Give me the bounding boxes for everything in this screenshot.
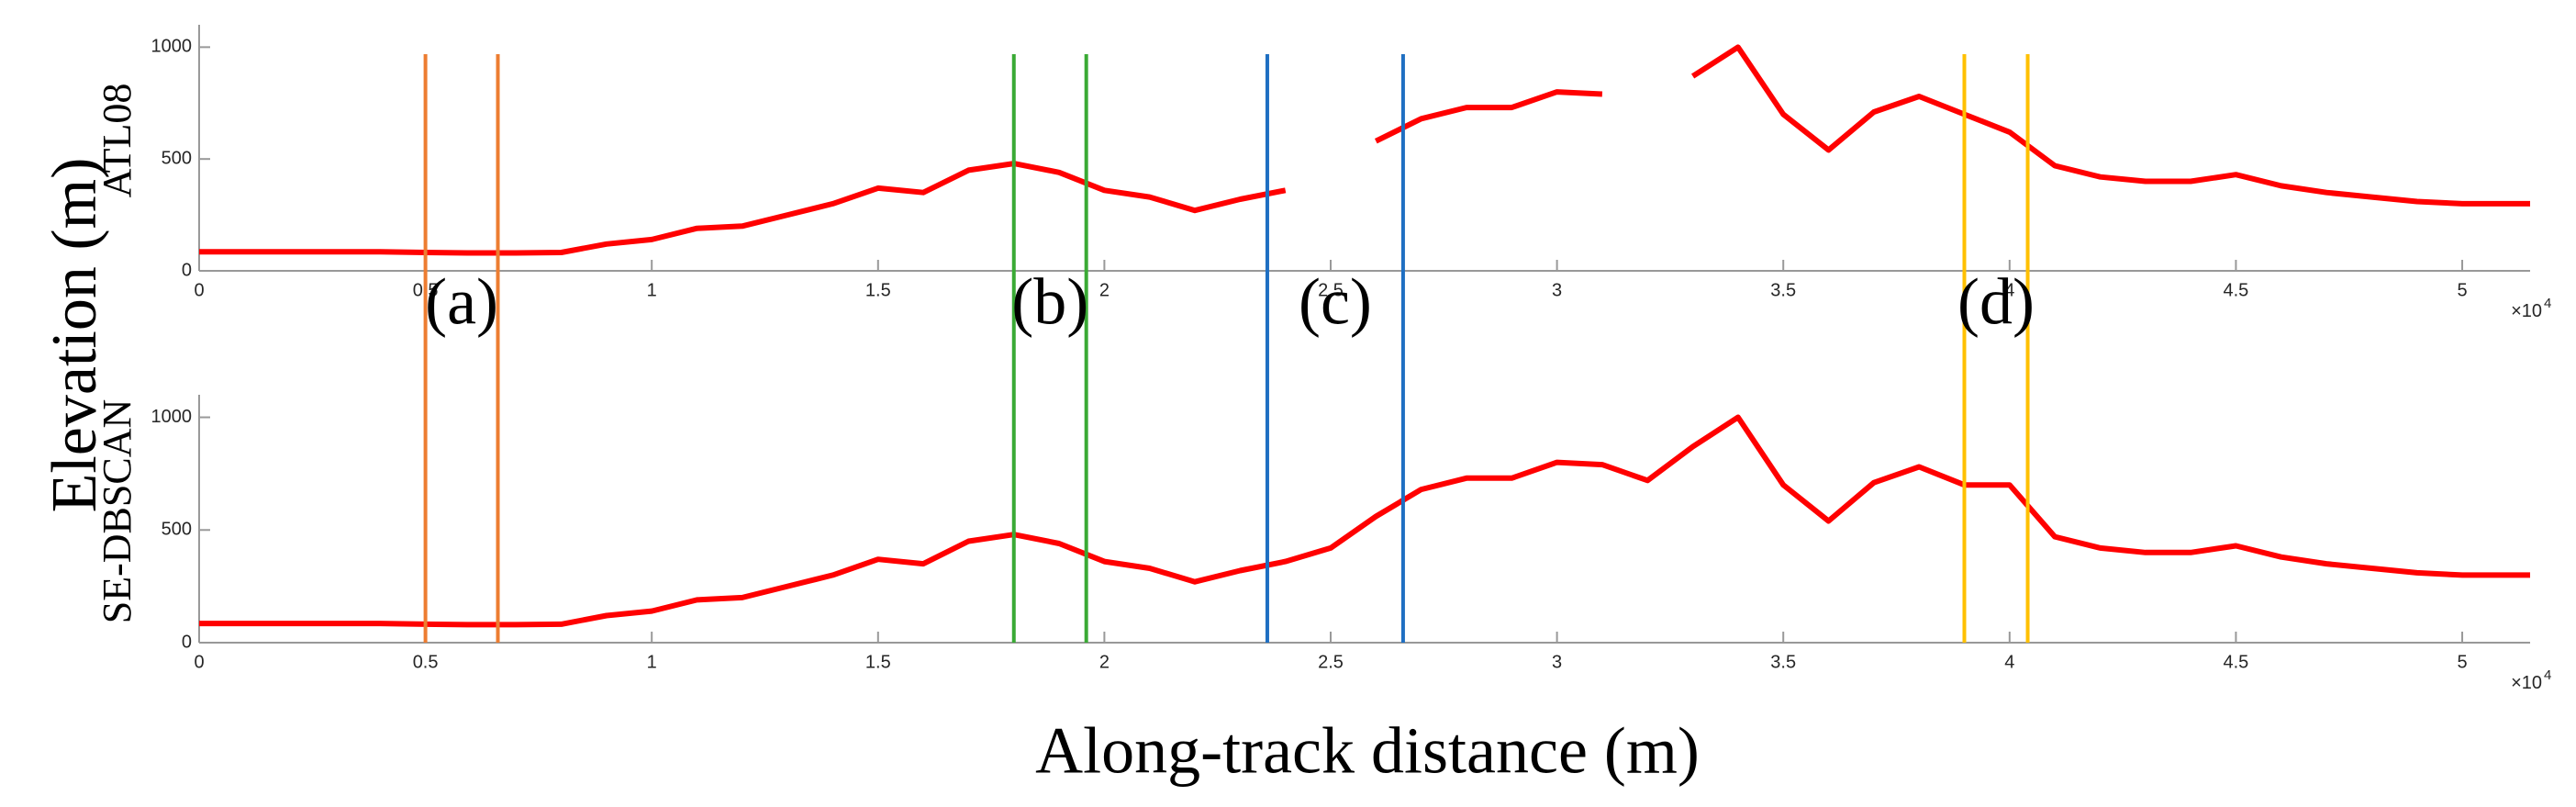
x-tick-label: 5 bbox=[2457, 280, 2467, 300]
region-label: (b) bbox=[1011, 265, 1088, 339]
panel-label: SE-DBSCAN bbox=[95, 399, 139, 624]
x-tick-label: 4.5 bbox=[2224, 652, 2249, 672]
x-tick-label: 1 bbox=[647, 652, 657, 672]
x-exponent: 4 bbox=[2544, 667, 2551, 683]
x-tick-label: 2.5 bbox=[1318, 280, 1344, 300]
x-exponent: 4 bbox=[2544, 296, 2551, 311]
x-tick-label: 0.5 bbox=[413, 652, 439, 672]
y-tick-label: 0 bbox=[182, 632, 192, 652]
x-exponent-base: ×10 bbox=[2511, 301, 2542, 321]
region-label: (c) bbox=[1299, 265, 1372, 339]
x-tick-label: 4.5 bbox=[2224, 280, 2249, 300]
x-tick-label: 3.5 bbox=[1770, 280, 1796, 300]
x-axis-title: Along-track distance (m) bbox=[1035, 714, 1700, 788]
x-tick-label: 4 bbox=[2004, 652, 2014, 672]
elevation-line bbox=[199, 414, 2530, 628]
region-label: (a) bbox=[425, 265, 498, 339]
x-tick-label: 0 bbox=[194, 280, 204, 300]
x-tick-label: 1.5 bbox=[865, 280, 891, 300]
x-exponent-base: ×10 bbox=[2511, 673, 2542, 693]
x-tick-label: 3.5 bbox=[1770, 652, 1796, 672]
panel-label: ATL08 bbox=[95, 84, 139, 198]
y-tick-label: 1000 bbox=[151, 37, 193, 57]
x-tick-label: 1 bbox=[647, 280, 657, 300]
x-tick-label: 1.5 bbox=[865, 652, 891, 672]
x-tick-label: 3 bbox=[1552, 652, 1562, 672]
y-tick-label: 0 bbox=[182, 260, 192, 280]
x-tick-label: 2 bbox=[1099, 652, 1110, 672]
region-label: (d) bbox=[1957, 265, 2035, 339]
y-tick-label: 1000 bbox=[151, 407, 193, 427]
x-tick-label: 4 bbox=[2004, 280, 2014, 300]
x-tick-label: 2 bbox=[1099, 280, 1110, 300]
x-tick-label: 3 bbox=[1552, 280, 1562, 300]
x-tick-label: 2.5 bbox=[1318, 652, 1344, 672]
y-tick-label: 500 bbox=[162, 520, 192, 540]
x-tick-label: 5 bbox=[2457, 652, 2467, 672]
elevation-line bbox=[199, 44, 2530, 256]
y-axis-title: Elevation (m) bbox=[39, 158, 110, 513]
y-tick-label: 500 bbox=[162, 148, 192, 168]
x-tick-label: 0 bbox=[194, 652, 204, 672]
